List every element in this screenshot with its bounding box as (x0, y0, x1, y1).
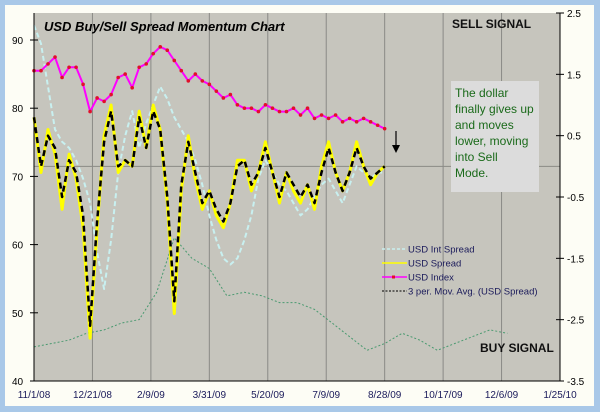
usd-index-point (242, 106, 247, 110)
usd-index-point (95, 96, 99, 100)
note-line: into Sell (455, 150, 498, 164)
usd-index-point (193, 72, 198, 76)
x-tick-label: 8/28/09 (368, 390, 402, 401)
legend-label: USD Index (408, 273, 454, 284)
right-tick-label: 1.5 (567, 70, 581, 81)
usd-index-point (228, 92, 233, 97)
down-arrow-icon (392, 131, 400, 153)
note-line: finally gives up (455, 102, 534, 116)
usd-index-point (53, 55, 57, 59)
series-moving-average (32, 109, 386, 328)
usd-index-point (347, 116, 352, 121)
usd-index-point (256, 109, 261, 114)
usd-index-point (67, 65, 71, 70)
note-line: Mode. (455, 166, 488, 180)
right-tick-label: -0.5 (567, 193, 585, 204)
series-usd-int-spread (33, 24, 385, 290)
usd-index-point (137, 65, 141, 70)
usd-index-point (74, 65, 78, 70)
legend-label: USD Spread (408, 259, 461, 270)
usd-index-point (368, 120, 373, 124)
note-text: The dollar finally gives up and moves lower… (455, 86, 534, 180)
legend-label: 3 per. Mov. Avg. (USD Spread) (408, 287, 538, 298)
usd-index-point (158, 45, 163, 49)
usd-index-point (123, 72, 127, 76)
left-tick-label: 80 (12, 104, 24, 115)
x-tick-label: 1/25/10 (543, 390, 577, 401)
usd-index-point (130, 85, 134, 90)
usd-index-point (165, 48, 170, 53)
note-box (451, 81, 539, 192)
left-tick-label: 40 (12, 377, 24, 388)
sell-signal-label: SELL SIGNAL (452, 17, 531, 31)
usd-index-point (305, 106, 310, 110)
usd-index-point (116, 75, 120, 80)
usd-index-point (312, 116, 317, 121)
right-tick-label: 2.5 (567, 9, 581, 20)
left-tick-label: 70 (12, 172, 24, 183)
usd-index-point (298, 113, 303, 117)
x-tick-label: 5/20/09 (251, 390, 285, 401)
right-tick-label: -1.5 (567, 254, 585, 265)
left-tick-label: 50 (12, 309, 24, 320)
usd-index-point (354, 120, 359, 124)
usd-index-point (46, 62, 50, 66)
axes: 40 50 60 70 80 90 2.5 1.5 0.5 -0.5 -1.5 -2.5 -3.5 11/… (12, 9, 585, 401)
usd-index-point (333, 113, 338, 117)
usd-index-point (382, 126, 387, 131)
left-tick-label: 60 (12, 241, 24, 252)
note-line: The dollar (455, 86, 508, 100)
usd-index-point (60, 75, 64, 80)
usd-index-point (361, 116, 366, 121)
usd-index-point (151, 51, 156, 56)
buy-signal-label: BUY SIGNAL (480, 341, 554, 355)
usd-index-point (109, 92, 113, 97)
usd-index-point (270, 106, 275, 110)
usd-index-point (284, 109, 289, 114)
usd-index-point (221, 96, 226, 100)
x-tick-label: 2/9/09 (137, 390, 165, 401)
usd-index-point (340, 120, 345, 124)
series-unlabeled (33, 237, 508, 351)
usd-index-point (144, 62, 149, 66)
usd-index-point (39, 68, 43, 73)
note-line: lower, moving (455, 134, 528, 148)
usd-index-point (200, 79, 205, 83)
usd-index-point (102, 99, 106, 104)
right-tick-label: 0.5 (567, 132, 581, 143)
right-tick-label: -2.5 (567, 316, 585, 327)
x-tick-label: 12/21/08 (73, 390, 112, 401)
usd-index-point (326, 116, 331, 121)
usd-index-point (249, 106, 254, 110)
usd-index-point (263, 102, 268, 107)
x-tick-label: 11/1/08 (18, 390, 51, 401)
usd-index-point (81, 82, 85, 87)
series-group (32, 24, 508, 351)
usd-index-point (186, 79, 191, 83)
legend-label: USD Int Spread (408, 245, 475, 256)
usd-index-point (88, 109, 92, 114)
usd-index-point (319, 113, 324, 117)
usd-index-point (277, 109, 282, 114)
legend-marker (392, 275, 395, 279)
x-tick-label: 12/6/09 (485, 390, 519, 401)
legend: USD Int Spread USD Spread USD Index 3 per. … (382, 245, 538, 298)
x-tick-label: 7/9/09 (312, 390, 340, 401)
chart-title: USD Buy/Sell Spread Momentum Chart (44, 19, 285, 34)
right-tick-label: -3.5 (567, 377, 585, 388)
note-line: and moves (455, 118, 514, 132)
usd-index-point (291, 106, 296, 110)
usd-index-point (214, 89, 219, 93)
usd-index-point (375, 123, 380, 128)
left-tick-label: 90 (12, 36, 24, 47)
usd-index-point (207, 82, 212, 87)
x-tick-label: 10/17/09 (424, 390, 463, 401)
usd-index-point (235, 102, 240, 107)
usd-index-point (172, 58, 177, 63)
usd-index-point (179, 68, 184, 73)
x-tick-label: 3/31/09 (193, 390, 227, 401)
